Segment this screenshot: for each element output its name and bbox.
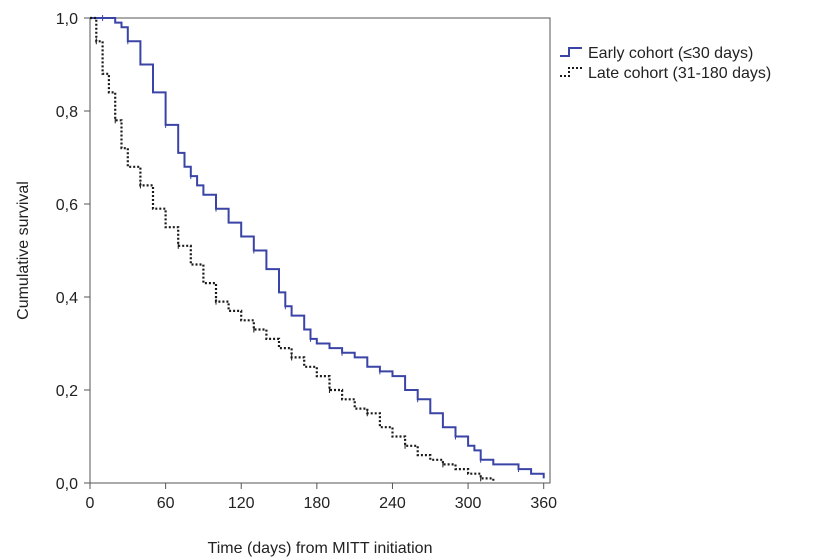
x-tick-label: 60: [157, 495, 175, 512]
x-tick-label: 360: [530, 495, 557, 512]
x-tick-label: 300: [455, 495, 482, 512]
early-cohort-curve: [90, 17, 545, 479]
late-cohort-curve: [90, 16, 495, 481]
legend-early-swatch: [560, 47, 582, 57]
x-tick-label: 120: [228, 495, 255, 512]
y-tick-label: 0,6: [56, 197, 78, 214]
x-axis-label: Time (days) from MITT initiation: [208, 540, 433, 557]
plot-frame: [89, 17, 551, 484]
y-tick-label: 0,0: [56, 476, 78, 493]
x-tick-label: 180: [303, 495, 330, 512]
legend-late-label: Late cohort (31-180 days): [588, 65, 771, 82]
legend-early-label: Early cohort (≤30 days): [588, 45, 753, 62]
x-tick-label: 0: [86, 495, 95, 512]
y-tick-label: 0,2: [56, 383, 78, 400]
x-tick-label: 240: [379, 495, 406, 512]
y-tick-label: 0,4: [56, 290, 78, 307]
legend-late-swatch: [560, 67, 582, 77]
y-tick-label: 1,0: [56, 11, 78, 28]
y-axis-label: Cumulative survival: [15, 181, 32, 320]
y-tick-label: 0,8: [56, 104, 78, 121]
